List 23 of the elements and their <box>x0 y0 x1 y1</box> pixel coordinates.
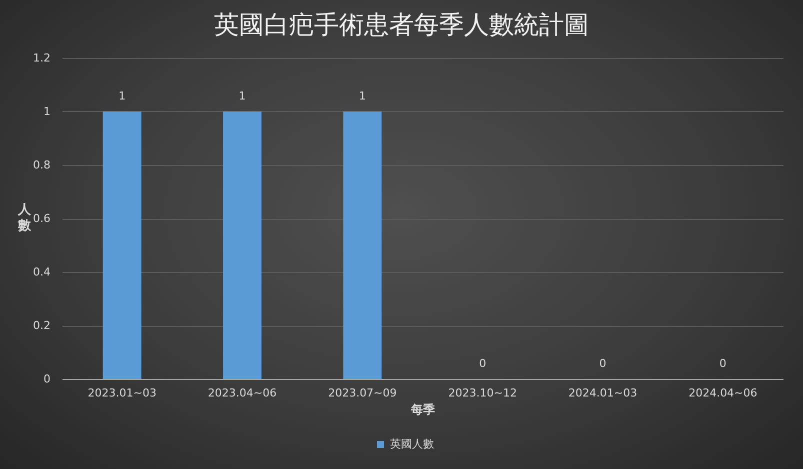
y-tick-label: 0.8 <box>33 158 50 172</box>
data-label: 1 <box>358 90 366 102</box>
x-tick-label: 2023.01~03 <box>88 386 156 400</box>
chart-title: 英國白疤手術患者每季人數統計圖 <box>214 10 589 39</box>
data-label: 0 <box>599 357 606 370</box>
data-label: 0 <box>479 357 486 370</box>
y-tick-label: 0.6 <box>33 212 50 225</box>
y-tick-label: 0.4 <box>33 266 50 278</box>
x-axis-title: 每季 <box>410 402 436 416</box>
legend-label: 英國人數 <box>390 438 434 450</box>
y-tick-label: 0 <box>44 372 50 386</box>
x-tick-label: 2024.04~06 <box>688 386 758 400</box>
data-label: 1 <box>238 90 246 102</box>
x-tick-label: 2024.01~03 <box>568 386 638 400</box>
x-tick-label: 2023.04~06 <box>208 386 277 400</box>
y-tick-label: 1 <box>44 105 50 118</box>
y-tick-label: 1.2 <box>33 52 50 64</box>
y-axis-title: 人數 <box>17 202 32 234</box>
data-label: 0 <box>719 357 726 370</box>
y-tick-label: 0.2 <box>33 319 50 332</box>
data-label: 1 <box>118 90 126 102</box>
x-tick-label: 2023.10~12 <box>448 386 517 400</box>
x-tick-label: 2023.07~09 <box>328 386 397 400</box>
